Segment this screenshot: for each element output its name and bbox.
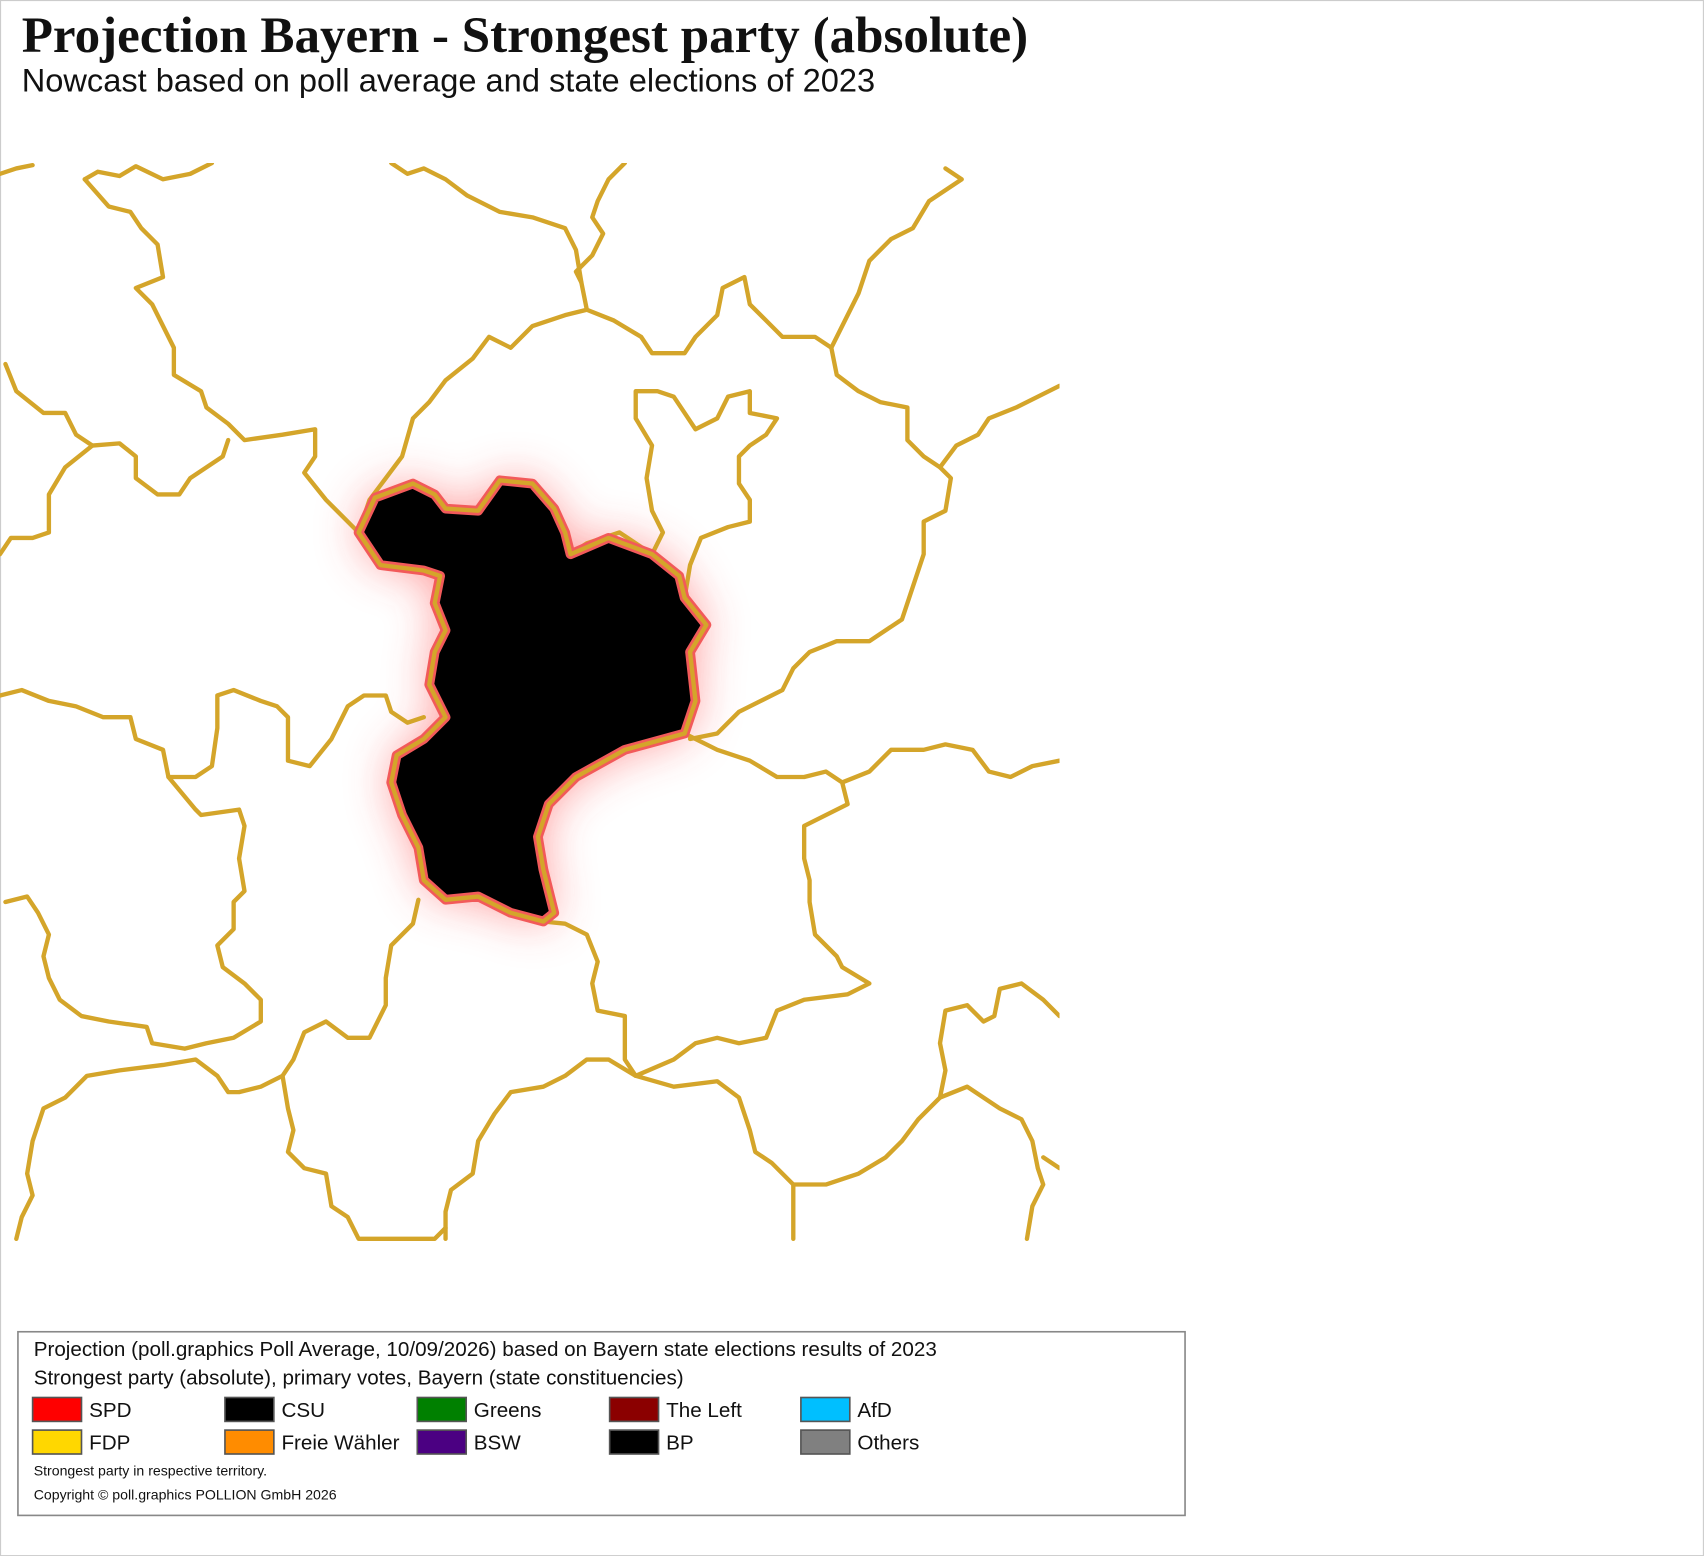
legend: Projection (poll.graphics Poll Average, … <box>17 1330 1186 1517</box>
legend-subtitle: Strongest party (absolute), primary vote… <box>34 1366 684 1389</box>
legend-label: Freie Wähler <box>281 1432 399 1455</box>
legend-swatch <box>224 1396 275 1423</box>
legend-swatch <box>800 1396 851 1423</box>
legend-label: Greens <box>474 1399 542 1422</box>
legend-title: Projection (poll.graphics Poll Average, … <box>34 1338 937 1361</box>
legend-label: Others <box>857 1432 919 1455</box>
legend-label: BSW <box>474 1432 522 1455</box>
legend-swatch <box>224 1429 275 1455</box>
title: Projection Bayern - Strongest party (abs… <box>22 7 1028 64</box>
legend-swatch <box>800 1429 851 1455</box>
legend-swatch <box>31 1396 83 1423</box>
legend-swatch <box>416 1429 468 1455</box>
legend-label: CSU <box>281 1399 325 1422</box>
legend-box <box>17 1330 1186 1517</box>
legend-note: Strongest party in respective territory. <box>34 1463 267 1479</box>
legend-label: SPD <box>89 1399 131 1422</box>
constituency-borders <box>0 163 1060 1242</box>
legend-swatch <box>608 1429 660 1455</box>
legend-label: FDP <box>89 1432 130 1455</box>
subtitle: Nowcast based on poll average and state … <box>22 61 875 98</box>
legend-label: AfD <box>857 1399 891 1422</box>
legend-label: BP <box>666 1432 694 1455</box>
legend-swatch <box>31 1429 83 1455</box>
map <box>0 163 1060 1242</box>
legend-label: The Left <box>666 1399 742 1422</box>
constituency-outline <box>356 478 709 924</box>
copyright: Copyright © poll.graphics POLLION GmbH 2… <box>34 1487 337 1503</box>
legend-swatch <box>608 1396 660 1423</box>
legend-swatch <box>416 1396 468 1423</box>
